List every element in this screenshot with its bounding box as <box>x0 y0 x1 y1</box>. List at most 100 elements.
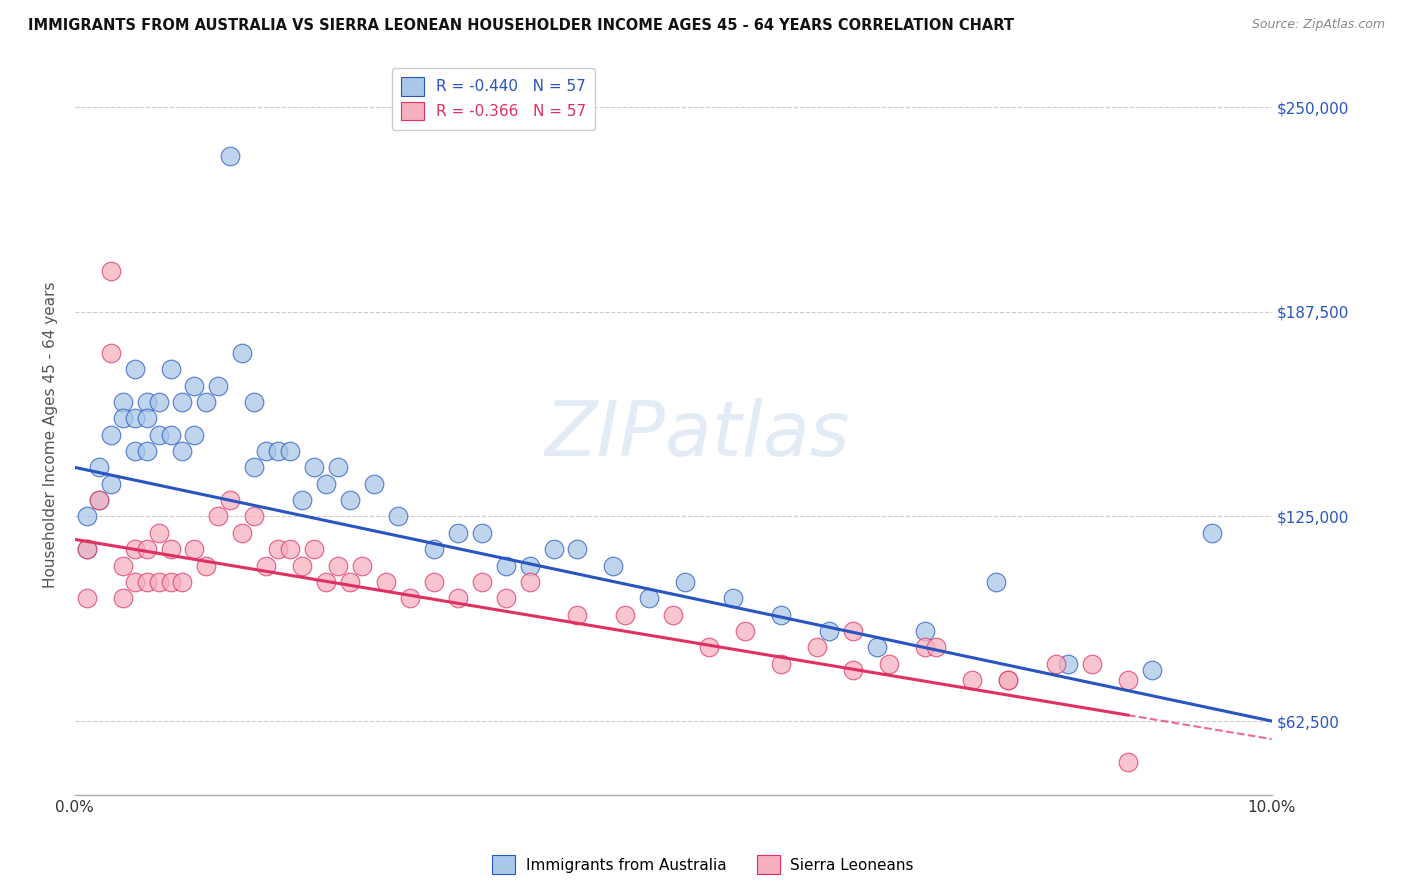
Point <box>159 574 181 589</box>
Point <box>1116 673 1139 687</box>
Point <box>877 657 900 671</box>
Point <box>769 657 792 671</box>
Point <box>76 591 98 606</box>
Point <box>614 607 637 622</box>
Point <box>254 444 277 458</box>
Point <box>148 427 170 442</box>
Point <box>76 509 98 524</box>
Point <box>207 378 229 392</box>
Point <box>447 591 470 606</box>
Text: IMMIGRANTS FROM AUSTRALIA VS SIERRA LEONEAN HOUSEHOLDER INCOME AGES 45 - 64 YEAR: IMMIGRANTS FROM AUSTRALIA VS SIERRA LEON… <box>28 18 1014 33</box>
Point <box>243 509 266 524</box>
Point <box>697 640 720 655</box>
Point <box>291 493 314 508</box>
Point <box>519 574 541 589</box>
Point <box>326 558 349 573</box>
Point <box>278 542 301 557</box>
Point <box>267 542 290 557</box>
Point <box>673 574 696 589</box>
Point <box>387 509 409 524</box>
Point <box>841 624 863 638</box>
Point <box>172 574 194 589</box>
Point <box>267 444 290 458</box>
Point <box>734 624 756 638</box>
Point <box>100 476 122 491</box>
Point <box>817 624 839 638</box>
Point <box>195 558 218 573</box>
Point <box>135 444 157 458</box>
Point <box>207 509 229 524</box>
Point <box>135 411 157 425</box>
Point <box>721 591 744 606</box>
Point <box>243 460 266 475</box>
Legend: R = -0.440   N = 57, R = -0.366   N = 57: R = -0.440 N = 57, R = -0.366 N = 57 <box>392 68 596 129</box>
Point <box>326 460 349 475</box>
Point <box>399 591 422 606</box>
Point <box>87 493 110 508</box>
Point <box>111 558 134 573</box>
Point <box>662 607 685 622</box>
Point <box>124 574 146 589</box>
Point <box>159 362 181 376</box>
Point <box>997 673 1019 687</box>
Point <box>231 525 253 540</box>
Point <box>997 673 1019 687</box>
Legend: Immigrants from Australia, Sierra Leoneans: Immigrants from Australia, Sierra Leonea… <box>486 849 920 880</box>
Point <box>159 427 181 442</box>
Point <box>423 542 446 557</box>
Point <box>638 591 661 606</box>
Point <box>1045 657 1067 671</box>
Point <box>865 640 887 655</box>
Point <box>219 149 242 163</box>
Point <box>375 574 398 589</box>
Point <box>543 542 565 557</box>
Point <box>111 395 134 409</box>
Point <box>1140 663 1163 677</box>
Point <box>111 591 134 606</box>
Point <box>159 542 181 557</box>
Point <box>339 493 361 508</box>
Point <box>148 395 170 409</box>
Point <box>291 558 314 573</box>
Point <box>111 411 134 425</box>
Point <box>87 493 110 508</box>
Point <box>124 411 146 425</box>
Point <box>806 640 828 655</box>
Point <box>423 574 446 589</box>
Point <box>962 673 984 687</box>
Point <box>315 574 337 589</box>
Point <box>243 395 266 409</box>
Point <box>471 525 494 540</box>
Point <box>447 525 470 540</box>
Point <box>1116 755 1139 769</box>
Point <box>135 574 157 589</box>
Point <box>914 624 936 638</box>
Point <box>841 663 863 677</box>
Point <box>100 264 122 278</box>
Point <box>76 542 98 557</box>
Point <box>986 574 1008 589</box>
Point <box>183 378 205 392</box>
Point <box>567 542 589 557</box>
Point <box>135 395 157 409</box>
Point <box>231 346 253 360</box>
Point <box>315 476 337 491</box>
Point <box>363 476 385 491</box>
Point <box>100 427 122 442</box>
Point <box>925 640 948 655</box>
Point <box>1057 657 1080 671</box>
Point <box>100 346 122 360</box>
Point <box>519 558 541 573</box>
Point <box>339 574 361 589</box>
Point <box>124 362 146 376</box>
Point <box>495 558 517 573</box>
Text: ZIPatlas: ZIPatlas <box>544 398 849 472</box>
Point <box>219 493 242 508</box>
Point <box>602 558 624 573</box>
Point <box>172 444 194 458</box>
Point <box>183 427 205 442</box>
Point <box>471 574 494 589</box>
Point <box>567 607 589 622</box>
Point <box>148 525 170 540</box>
Point <box>87 460 110 475</box>
